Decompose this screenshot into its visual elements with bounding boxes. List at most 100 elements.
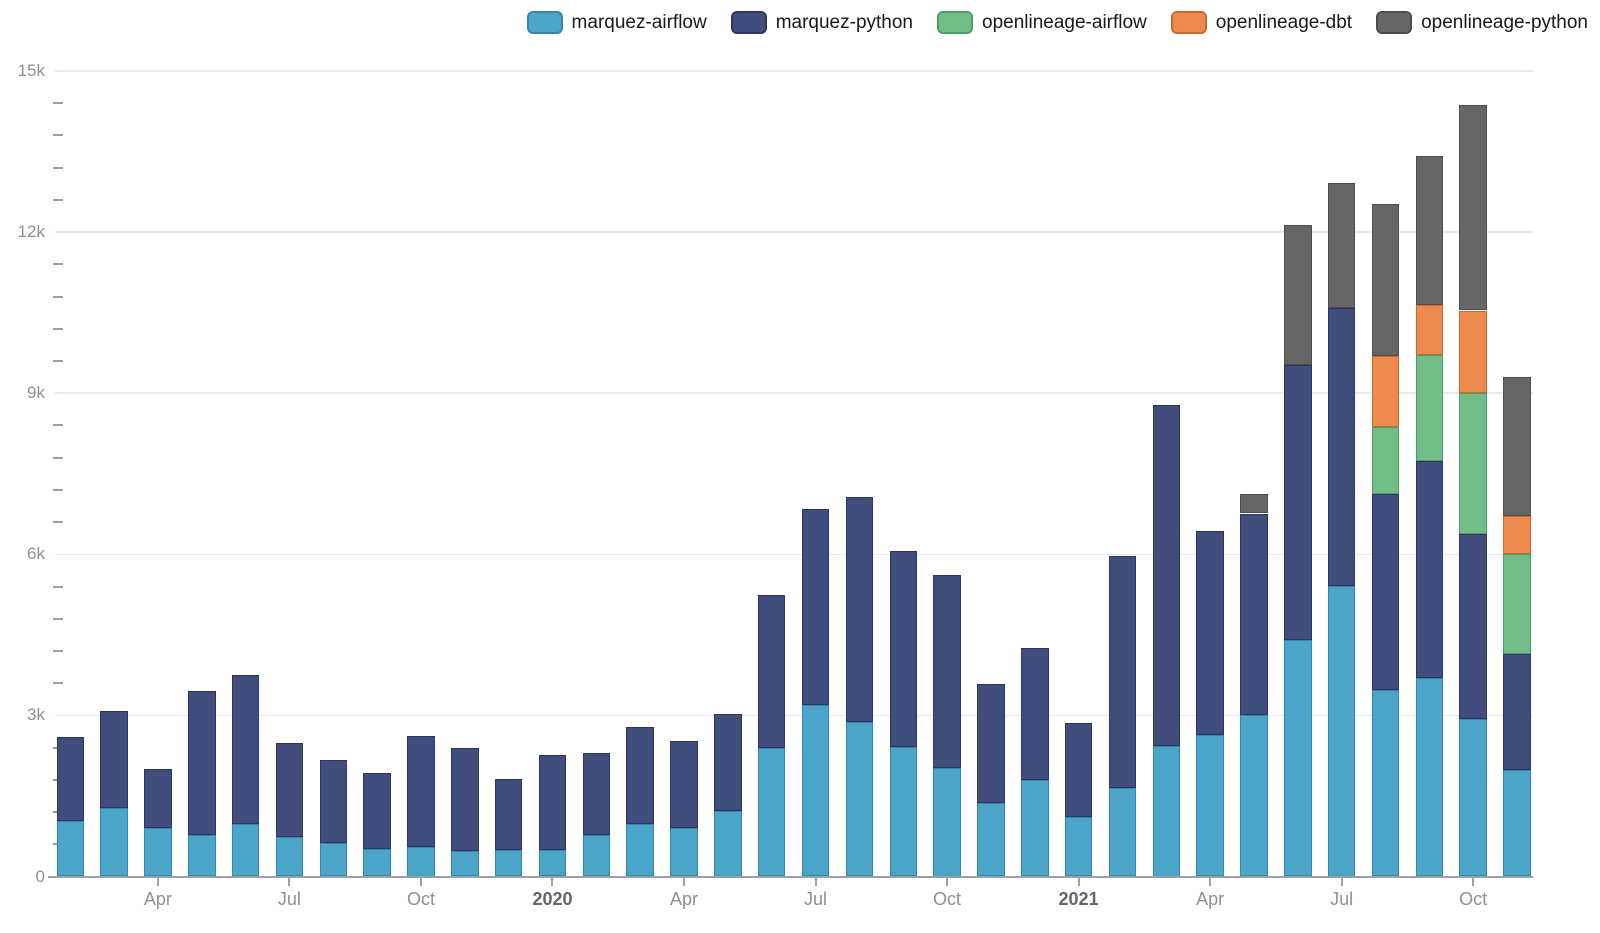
bar-segment-marquez-airflow[interactable]: [144, 828, 172, 877]
bar-segment-marquez-python[interactable]: [670, 741, 698, 829]
bar-segment-openlineage-dbt[interactable]: [1459, 310, 1487, 394]
bar-segment-marquez-python[interactable]: [144, 768, 172, 829]
bar-segment-marquez-airflow[interactable]: [889, 747, 917, 877]
bar-segment-marquez-airflow[interactable]: [494, 849, 523, 877]
bar-segment-marquez-python[interactable]: [1152, 404, 1180, 746]
bar-segment-openlineage-python[interactable]: [1459, 105, 1487, 311]
bar-segment-openlineage-dbt[interactable]: [1371, 356, 1400, 427]
bar-segment-marquez-python[interactable]: [451, 747, 479, 852]
legend-item-marquez-python[interactable]: marquez-python: [730, 11, 913, 34]
bar-segment-marquez-airflow[interactable]: [275, 837, 304, 877]
bar-segment-marquez-python[interactable]: [757, 595, 786, 748]
y-axis-label: 6k: [27, 544, 45, 564]
bar-segment-marquez-python[interactable]: [1240, 513, 1268, 716]
bar-segment-marquez-airflow[interactable]: [100, 807, 128, 877]
bar-segment-openlineage-python[interactable]: [1327, 183, 1356, 309]
bar-segment-openlineage-airflow[interactable]: [1415, 355, 1443, 461]
bar-segment-marquez-python[interactable]: [494, 778, 523, 850]
bar-segment-marquez-python[interactable]: [1327, 308, 1356, 586]
legend-item-label: marquez-airflow: [571, 11, 707, 33]
bar-segment-marquez-airflow[interactable]: [1240, 715, 1268, 877]
bar-segment-openlineage-python[interactable]: [1415, 156, 1443, 306]
bar-segment-marquez-airflow[interactable]: [231, 824, 260, 877]
bar-segment-marquez-python[interactable]: [582, 753, 611, 835]
bar-segment-marquez-python[interactable]: [977, 684, 1005, 803]
bar-segment-marquez-airflow[interactable]: [1108, 787, 1137, 877]
bar-segment-marquez-python[interactable]: [100, 710, 128, 808]
bar-segment-openlineage-python[interactable]: [1284, 224, 1312, 365]
bar-segment-openlineage-airflow[interactable]: [1503, 553, 1531, 654]
legend-item-openlineage-python[interactable]: openlineage-python: [1376, 11, 1588, 34]
bar-segment-marquez-airflow[interactable]: [363, 848, 391, 877]
bar-segment-marquez-python[interactable]: [538, 754, 567, 850]
bar-segment-marquez-python[interactable]: [1064, 722, 1093, 818]
bar-segment-marquez-airflow[interactable]: [56, 821, 84, 877]
bar-segment-marquez-python[interactable]: [319, 760, 347, 844]
bar-segment-marquez-airflow[interactable]: [845, 721, 874, 877]
bar-segment-marquez-python[interactable]: [56, 736, 84, 822]
x-axis-tick: [156, 877, 159, 886]
bar-segment-marquez-airflow[interactable]: [670, 828, 698, 877]
bar-segment-marquez-airflow[interactable]: [582, 834, 611, 877]
x-axis-tick: [946, 877, 949, 886]
bar-segment-marquez-python[interactable]: [1415, 460, 1443, 678]
bar-segment-marquez-python[interactable]: [188, 691, 216, 835]
bar-segment-marquez-python[interactable]: [1021, 648, 1049, 781]
bar-segment-marquez-airflow[interactable]: [407, 847, 435, 877]
bar-segment-marquez-airflow[interactable]: [188, 834, 216, 877]
bar-segment-marquez-airflow[interactable]: [1152, 745, 1180, 877]
bar-segment-marquez-python[interactable]: [407, 736, 435, 847]
bar-segment-marquez-airflow[interactable]: [538, 849, 567, 877]
bar-segment-marquez-python[interactable]: [889, 551, 917, 748]
bar-segment-marquez-python[interactable]: [275, 743, 304, 838]
bar-segment-marquez-airflow[interactable]: [1327, 586, 1356, 877]
bar-segment-marquez-python[interactable]: [1108, 555, 1137, 788]
bar-segment-marquez-airflow[interactable]: [626, 824, 654, 877]
bar-segment-marquez-airflow[interactable]: [1371, 690, 1400, 877]
bar-segment-marquez-python[interactable]: [231, 674, 260, 825]
y-axis-minor-tick: [53, 521, 63, 524]
x-axis-line: [48, 876, 1533, 878]
bar-segment-marquez-python[interactable]: [845, 496, 874, 722]
bar-segment-marquez-airflow[interactable]: [1415, 677, 1443, 877]
bar-segment-marquez-python[interactable]: [626, 727, 654, 825]
bar-segment-openlineage-airflow[interactable]: [1459, 393, 1487, 535]
bar-segment-marquez-python[interactable]: [363, 772, 391, 849]
gridline-12k: [55, 231, 1533, 233]
bar-segment-marquez-python[interactable]: [933, 575, 961, 768]
bar-segment-marquez-python[interactable]: [1371, 493, 1400, 691]
legend-item-label: openlineage-airflow: [982, 11, 1147, 33]
legend-item-marquez-airflow[interactable]: marquez-airflow: [526, 11, 707, 34]
bar-segment-openlineage-dbt[interactable]: [1503, 516, 1531, 554]
bar-segment-marquez-python[interactable]: [714, 714, 742, 811]
bar-segment-marquez-python[interactable]: [1284, 364, 1312, 640]
bar-segment-openlineage-airflow[interactable]: [1371, 427, 1400, 494]
bar-segment-marquez-python[interactable]: [1503, 653, 1531, 770]
bar-segment-marquez-airflow[interactable]: [1503, 769, 1531, 877]
bar-segment-openlineage-python[interactable]: [1240, 493, 1268, 514]
bar-segment-marquez-airflow[interactable]: [1284, 639, 1312, 877]
bar-segment-marquez-python[interactable]: [1196, 531, 1224, 736]
x-axis-tick: [1340, 877, 1343, 886]
legend-swatch-icon: [1376, 11, 1413, 34]
bar-segment-marquez-airflow[interactable]: [1064, 817, 1093, 877]
bar-segment-marquez-airflow[interactable]: [1459, 718, 1487, 877]
bar-segment-marquez-airflow[interactable]: [757, 747, 786, 877]
bar-segment-marquez-airflow[interactable]: [319, 843, 347, 877]
bar-segment-marquez-airflow[interactable]: [451, 851, 479, 877]
bar-segment-marquez-python[interactable]: [801, 508, 830, 705]
bar-segment-marquez-airflow[interactable]: [933, 768, 961, 877]
bar-segment-openlineage-python[interactable]: [1371, 203, 1400, 357]
bar-segment-marquez-airflow[interactable]: [977, 802, 1005, 877]
bar-segment-marquez-airflow[interactable]: [714, 811, 742, 877]
bar-segment-openlineage-dbt[interactable]: [1415, 305, 1443, 355]
bar-segment-marquez-airflow[interactable]: [801, 704, 830, 877]
legend-item-openlineage-dbt[interactable]: openlineage-dbt: [1170, 11, 1352, 34]
y-axis-minor-tick: [53, 488, 63, 491]
bar-segment-marquez-airflow[interactable]: [1196, 735, 1224, 877]
bar-segment-marquez-airflow[interactable]: [1021, 780, 1049, 877]
legend-item-openlineage-airflow[interactable]: openlineage-airflow: [937, 11, 1147, 34]
bar-segment-marquez-python[interactable]: [1459, 534, 1487, 719]
bar-segment-openlineage-python[interactable]: [1503, 376, 1531, 517]
